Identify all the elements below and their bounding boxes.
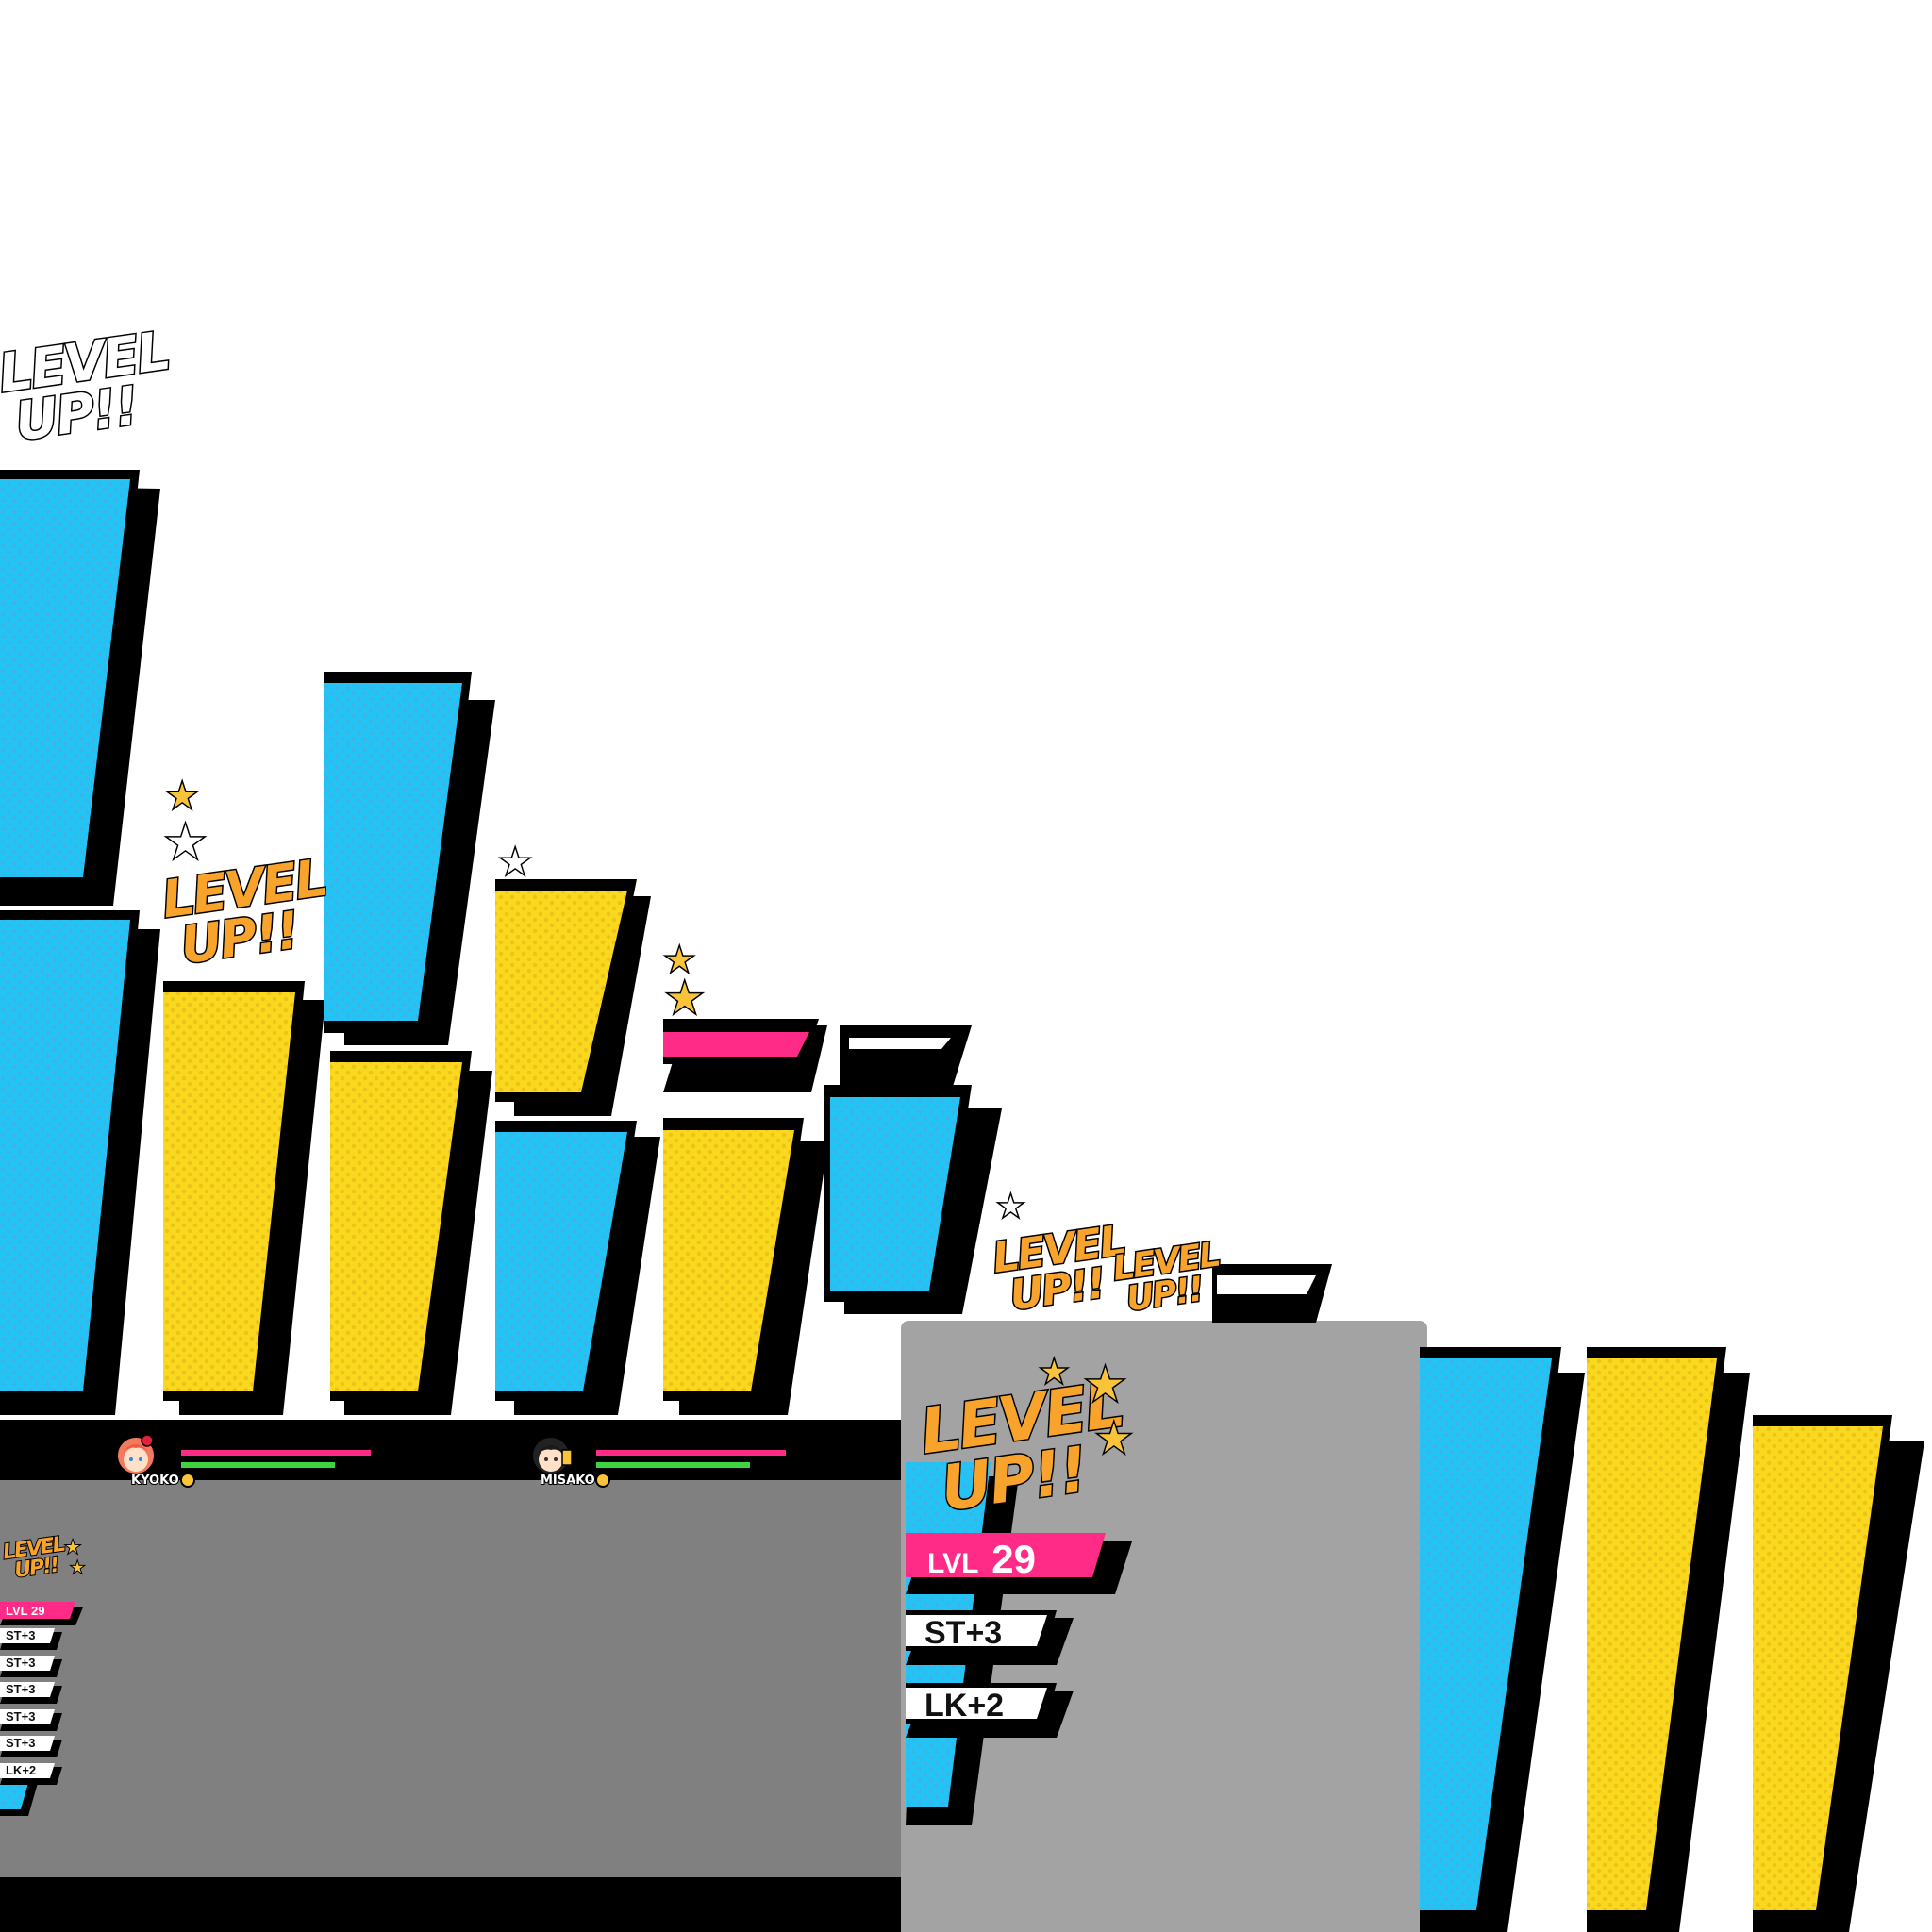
- level-up-label-orange: LEVEL UP!!: [157, 846, 330, 977]
- mini-stat-label: ST+3: [6, 1736, 36, 1750]
- mini-stat-label: ST+3: [6, 1655, 36, 1670]
- kyoko-sp-fill: [181, 1462, 335, 1468]
- level-prefix: LVL: [927, 1548, 978, 1579]
- star-icon: ★: [1095, 1415, 1134, 1462]
- stat-label-st: ST+3: [924, 1615, 1003, 1651]
- kyoko-hp-fill: [181, 1450, 371, 1456]
- kyoko-name-label: KYOKO: [130, 1473, 180, 1489]
- misako-name-label: MISAKO: [540, 1473, 596, 1489]
- yellow-panel-1: [163, 981, 325, 1415]
- misako-coin-icon: [595, 1473, 610, 1488]
- mini-stat-badge: [0, 1736, 62, 1757]
- blue-panel-lower-left: [0, 910, 160, 1415]
- mini-stat-label: ST+3: [6, 1682, 36, 1696]
- star-icon: ★: [1040, 1354, 1070, 1391]
- kyoko-portrait-icon: [113, 1431, 158, 1478]
- blue-panel-right: [1420, 1347, 1585, 1932]
- star-outline-icon: ★: [498, 841, 531, 883]
- misako-hp-bar: [594, 1448, 788, 1457]
- mini-stat-label: ST+3: [6, 1708, 36, 1724]
- level-badge-label: LVL 29: [927, 1537, 1036, 1582]
- star-icon: ★: [1083, 1359, 1126, 1412]
- mini-stat-badge: [0, 1655, 62, 1677]
- level-up-label-small-2: LEVEL UP!!: [1109, 1234, 1224, 1321]
- misako-portrait-icon: [528, 1431, 574, 1478]
- stat-badge-st: [906, 1610, 1074, 1665]
- misako-sp-bar: [594, 1460, 769, 1470]
- blue-panel-3: [495, 1121, 660, 1415]
- white-bar: [840, 1025, 972, 1092]
- mini-stat-badge: [0, 1708, 62, 1731]
- kyoko-coin-icon: [180, 1473, 195, 1488]
- level-up-label-preview: LEVEL UP!!: [915, 1367, 1129, 1527]
- misako-hp-fill: [596, 1450, 786, 1456]
- blue-panel-large: [0, 470, 160, 906]
- kyoko-hp-bar: [179, 1448, 373, 1457]
- mini-stat-badge: [0, 1762, 62, 1785]
- blue-panel-4: [824, 1085, 1002, 1314]
- mini-stat-label: ST+3: [6, 1628, 36, 1642]
- mini-stat-badge: [0, 1628, 62, 1650]
- party-member-misako: MISAKO: [524, 1429, 807, 1495]
- blue-panel-2: [324, 672, 495, 1045]
- misako-sp-fill: [596, 1462, 750, 1468]
- mini-stat-label: LK+2: [6, 1762, 37, 1777]
- mini-level-label: LVL 29: [6, 1604, 45, 1618]
- level-up-label-large: LEVEL UP!!: [0, 319, 174, 455]
- mini-level-badge: [0, 1602, 83, 1625]
- level-value: 29: [991, 1537, 1036, 1581]
- yellow-panel-4: [663, 1118, 828, 1415]
- star-outline-icon: ★: [163, 817, 207, 870]
- star-icon: ★: [165, 775, 198, 817]
- stat-label-lk: LK+2: [924, 1688, 1005, 1724]
- mini-stat-badge: [0, 1682, 62, 1704]
- battle-hud-bottom-bar: [0, 1877, 906, 1932]
- level-badge: [906, 1533, 1132, 1594]
- yellow-panel-right-1: [1587, 1347, 1750, 1932]
- kyoko-sp-bar: [179, 1460, 354, 1470]
- party-member-kyoko: KYOKO: [108, 1429, 391, 1495]
- star-icon: ★: [70, 1559, 85, 1577]
- level-up-label-small-1: LEVEL UP!!: [989, 1215, 1129, 1322]
- star-outline-icon: ★: [997, 1191, 1025, 1224]
- yellow-panel-right-2: [1753, 1415, 1924, 1932]
- white-bar-small: [1212, 1264, 1332, 1323]
- mini-stat-base: [0, 1783, 38, 1816]
- star-icon: ★: [64, 1537, 81, 1557]
- pink-bar: [663, 1019, 827, 1092]
- yellow-panel-2: [330, 1051, 492, 1415]
- yellow-panel-3: [495, 879, 651, 1116]
- star-icon: ★: [664, 974, 704, 1024]
- battle-hud-backdrop: [0, 1420, 906, 1932]
- stat-badge-lk: [906, 1683, 1074, 1738]
- star-icon: ★: [663, 941, 695, 980]
